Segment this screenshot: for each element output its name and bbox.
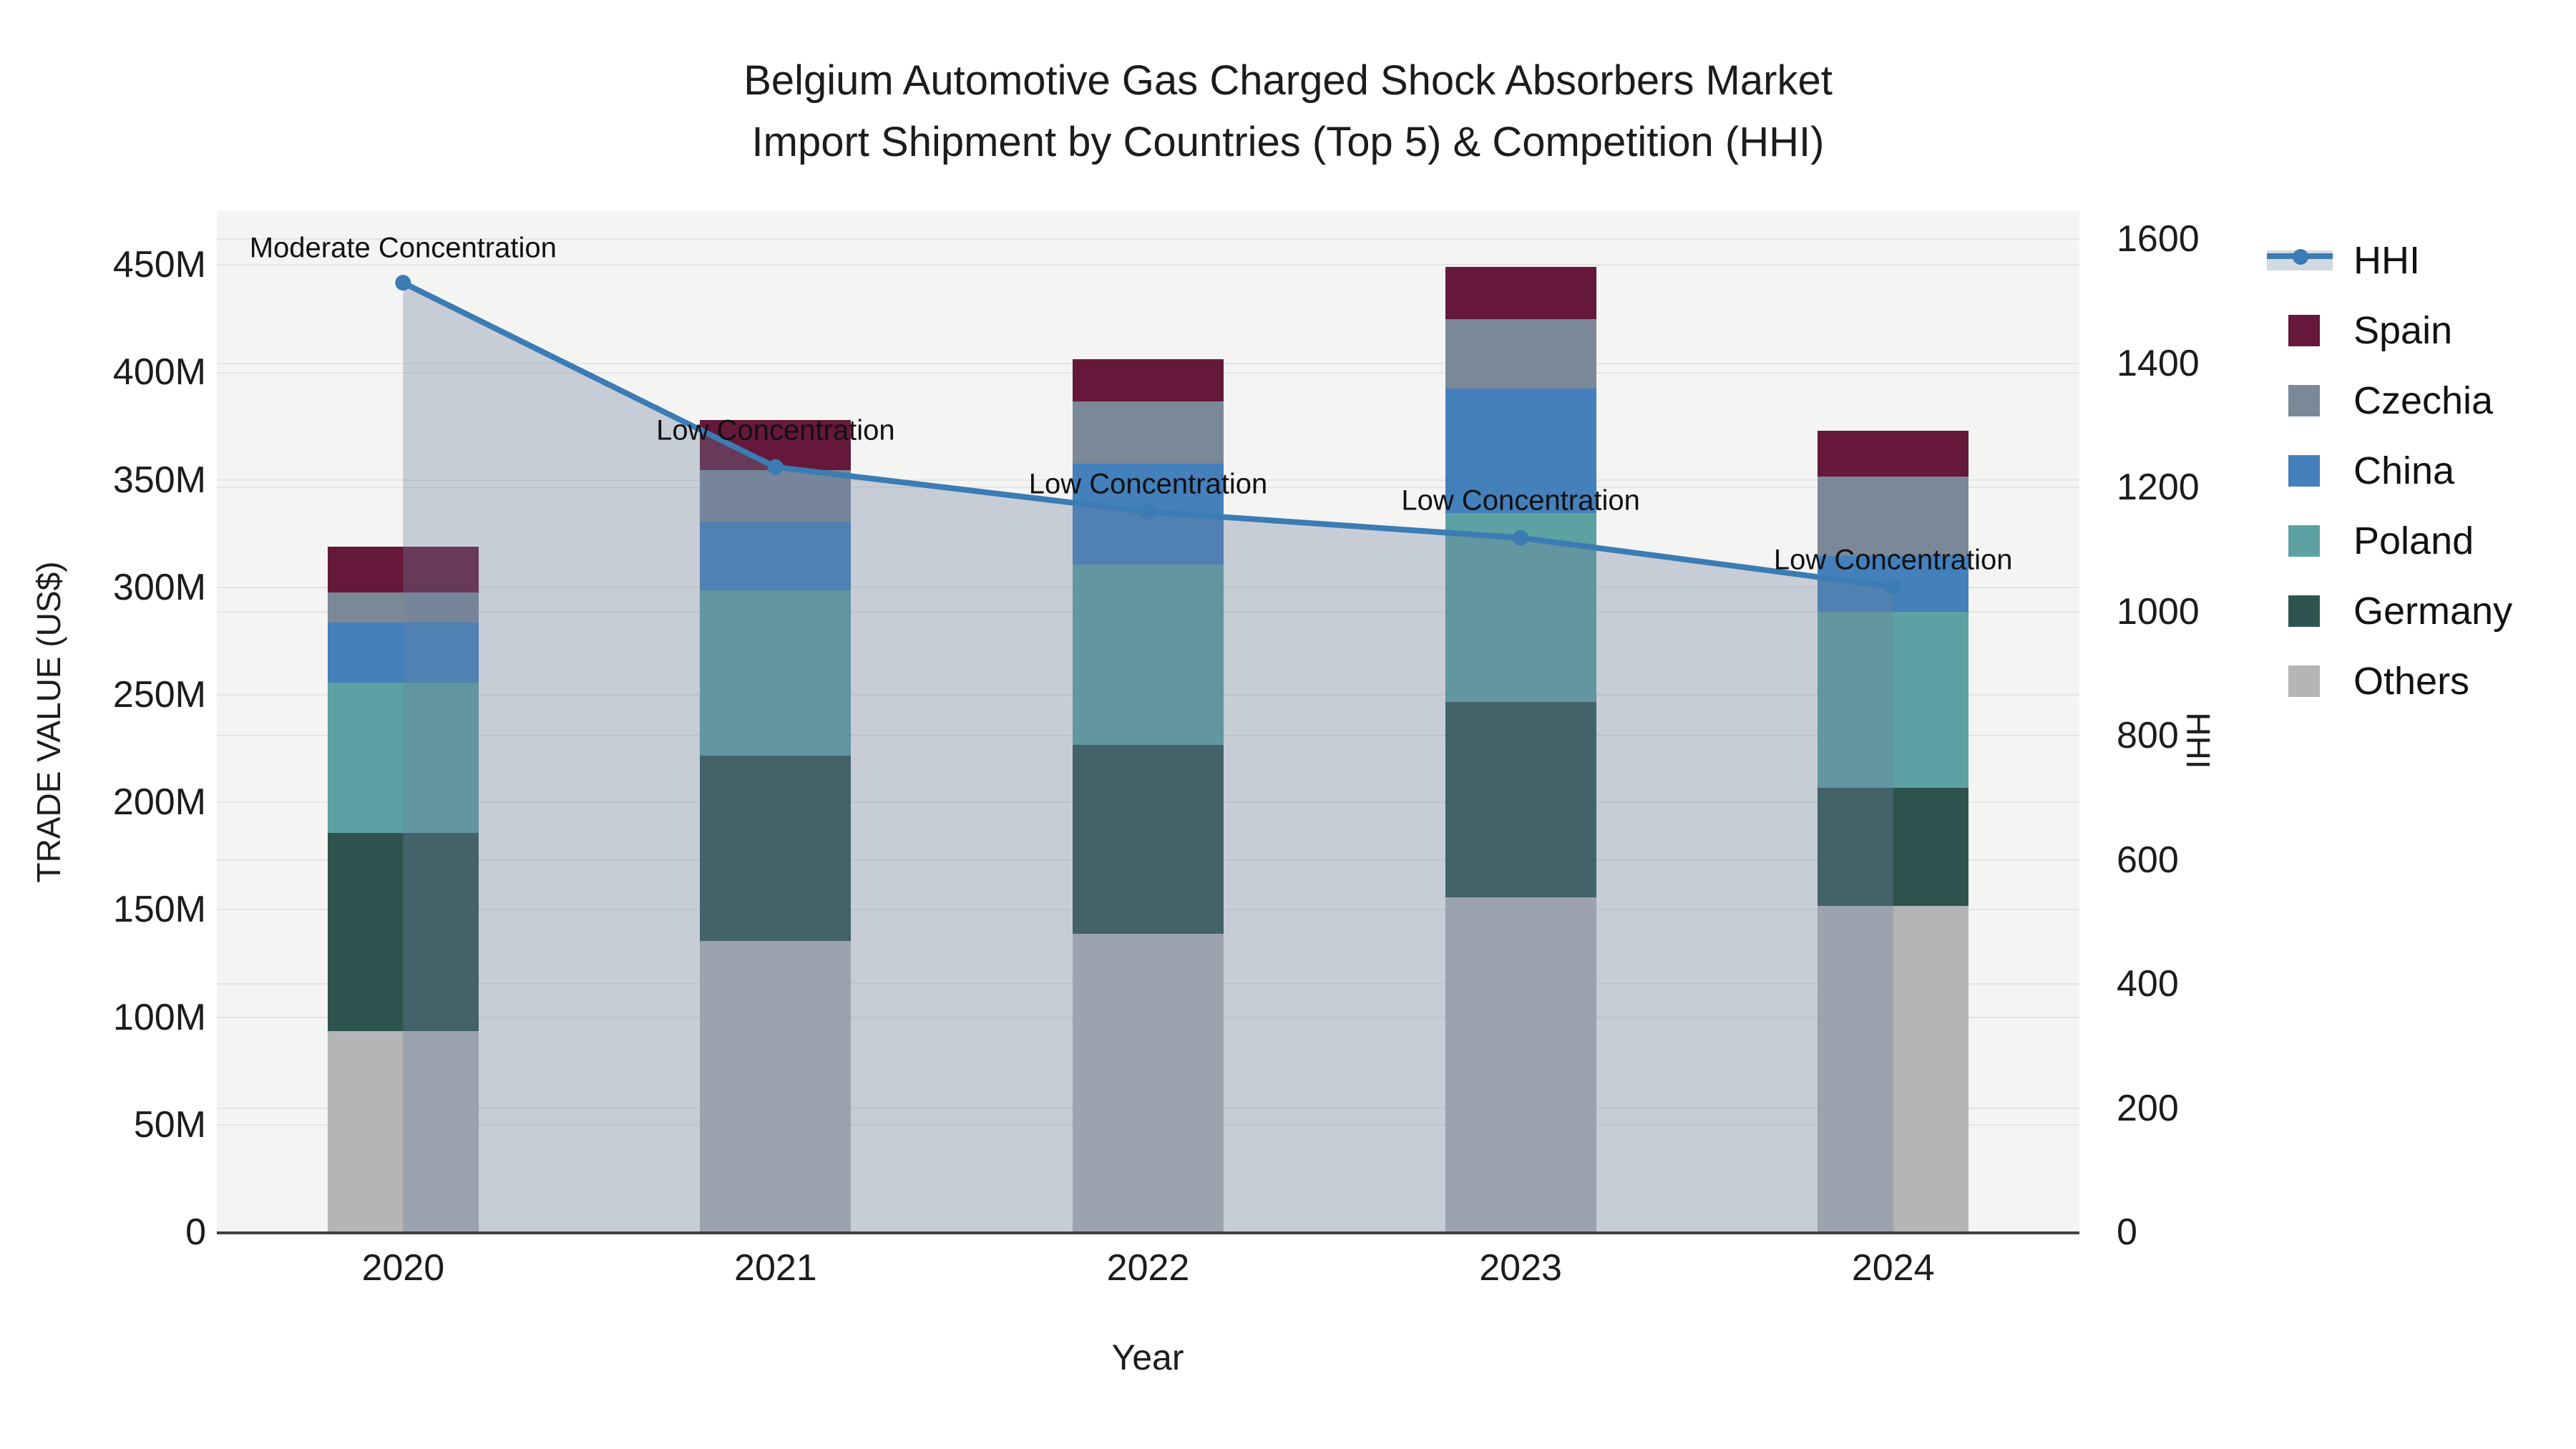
- y-left-tick-50M: 50M: [133, 1103, 206, 1146]
- chart-title-line1: Belgium Automotive Gas Charged Shock Abs…: [743, 57, 1833, 104]
- y-left-tick-0: 0: [185, 1211, 206, 1253]
- legend-swatch-icon: [2261, 525, 2349, 557]
- plot-area: Moderate Concentration Low Concentration L…: [217, 211, 2079, 1233]
- y-right-tick-1000: 1000: [2117, 590, 2200, 633]
- bar-segment-spain-2024: [1818, 430, 1969, 477]
- x-axis-title: Year: [1111, 1337, 1184, 1377]
- bar-segment-others-2023: [1445, 897, 1596, 1233]
- legend-swatch-icon: [2261, 315, 2349, 346]
- legend-swatch-icon: [2261, 665, 2349, 697]
- bar-segment-poland-2021: [700, 589, 852, 756]
- y-right-tick-800: 800: [2117, 715, 2179, 757]
- legend-item-poland[interactable]: Poland: [2261, 506, 2512, 576]
- legend-item-germany[interactable]: Germany: [2261, 576, 2512, 646]
- bar-segment-china-2020: [327, 621, 479, 683]
- bar-segment-poland-2023: [1445, 512, 1596, 703]
- bar-segment-czechia-2021: [700, 469, 852, 522]
- bar-segment-poland-2022: [1073, 563, 1224, 746]
- y-right-tick-400: 400: [2117, 963, 2179, 1005]
- bar-segment-others-2020: [327, 1030, 479, 1233]
- bar-segment-germany-2024: [1818, 787, 1969, 907]
- gridline-left-axis: [217, 264, 2079, 266]
- legend-label: Others: [2353, 660, 2470, 703]
- y-right-tick-600: 600: [2117, 839, 2179, 881]
- legend-item-others[interactable]: Others: [2261, 646, 2512, 716]
- x-axis-line: [217, 1231, 2079, 1234]
- bar-segment-germany-2022: [1073, 744, 1224, 935]
- y-left-tick-350M: 350M: [112, 459, 206, 501]
- y-left-tick-200M: 200M: [112, 781, 206, 824]
- x-tick-2021: 2021: [734, 1247, 817, 1289]
- y-left-tick-400M: 400M: [112, 351, 206, 394]
- y-right-tick-1600: 1600: [2117, 218, 2200, 260]
- y-left-tick-150M: 150M: [112, 889, 206, 931]
- bar-segment-china-2021: [700, 520, 852, 590]
- annotation-2022: Low Concentration: [1028, 468, 1268, 500]
- legend-swatch-icon: [2261, 455, 2349, 487]
- legend-label: Germany: [2353, 590, 2513, 633]
- hhi-line-sample-icon: [2261, 249, 2349, 270]
- legend-label: HHI: [2353, 239, 2420, 282]
- legend-swatch-icon: [2261, 385, 2349, 416]
- legend-label: Czechia: [2353, 379, 2494, 422]
- bar-segment-others-2021: [700, 940, 852, 1233]
- bar-segment-czechia-2020: [327, 591, 479, 623]
- legend-item-czechia[interactable]: Czechia: [2261, 366, 2512, 436]
- chart-title-line2: Import Shipment by Countries (Top 5) & C…: [751, 119, 1825, 165]
- bar-segment-poland-2024: [1818, 610, 1969, 789]
- annotation-2020: Moderate Concentration: [249, 232, 557, 264]
- y-right-tick-1200: 1200: [2117, 467, 2200, 509]
- annotation-2024: Low Concentration: [1773, 544, 2013, 576]
- legend-item-hhi[interactable]: HHI: [2261, 225, 2512, 296]
- annotation-2023: Low Concentration: [1401, 484, 1640, 517]
- bar-segment-others-2022: [1073, 933, 1224, 1233]
- legend-label: Poland: [2353, 519, 2474, 562]
- bar-segment-spain-2022: [1073, 359, 1224, 401]
- legend-item-china[interactable]: China: [2261, 436, 2512, 506]
- legend-swatch-icon: [2261, 595, 2349, 627]
- bar-segment-germany-2023: [1445, 701, 1596, 898]
- bar-segment-germany-2020: [327, 832, 479, 1031]
- y-right-tick-200: 200: [2117, 1087, 2179, 1129]
- y-right-tick-1400: 1400: [2117, 342, 2200, 384]
- y-axis-title-left: TRADE VALUE (US$): [30, 561, 67, 883]
- y-left-tick-300M: 300M: [112, 566, 206, 608]
- x-tick-2024: 2024: [1851, 1247, 1935, 1289]
- chart-title: Belgium Automotive Gas Charged Shock Abs…: [0, 50, 2576, 173]
- bar-segment-czechia-2022: [1073, 400, 1224, 464]
- bar-segment-germany-2021: [700, 755, 852, 941]
- gridline-right-axis: [217, 238, 2079, 240]
- y-left-tick-450M: 450M: [112, 244, 206, 286]
- x-tick-2020: 2020: [361, 1247, 445, 1289]
- y-right-tick-0: 0: [2117, 1211, 2137, 1253]
- x-tick-2023: 2023: [1479, 1247, 1562, 1289]
- x-tick-2022: 2022: [1106, 1247, 1190, 1289]
- y-left-tick-250M: 250M: [112, 674, 206, 716]
- annotation-2021: Low Concentration: [656, 414, 895, 447]
- legend-label: China: [2353, 449, 2455, 492]
- legend-item-spain[interactable]: Spain: [2261, 296, 2512, 366]
- y-left-tick-100M: 100M: [112, 996, 206, 1038]
- bar-segment-poland-2020: [327, 682, 479, 834]
- bar-segment-spain-2023: [1445, 267, 1596, 320]
- hhi-marker-2020: [395, 275, 411, 291]
- bar-segment-spain-2020: [327, 546, 479, 592]
- bar-segment-others-2024: [1818, 905, 1969, 1233]
- legend-label: Spain: [2353, 309, 2453, 352]
- bar-segment-czechia-2023: [1445, 318, 1596, 389]
- legend: HHI Spain Czechia China Poland Germany Others: [2261, 225, 2512, 716]
